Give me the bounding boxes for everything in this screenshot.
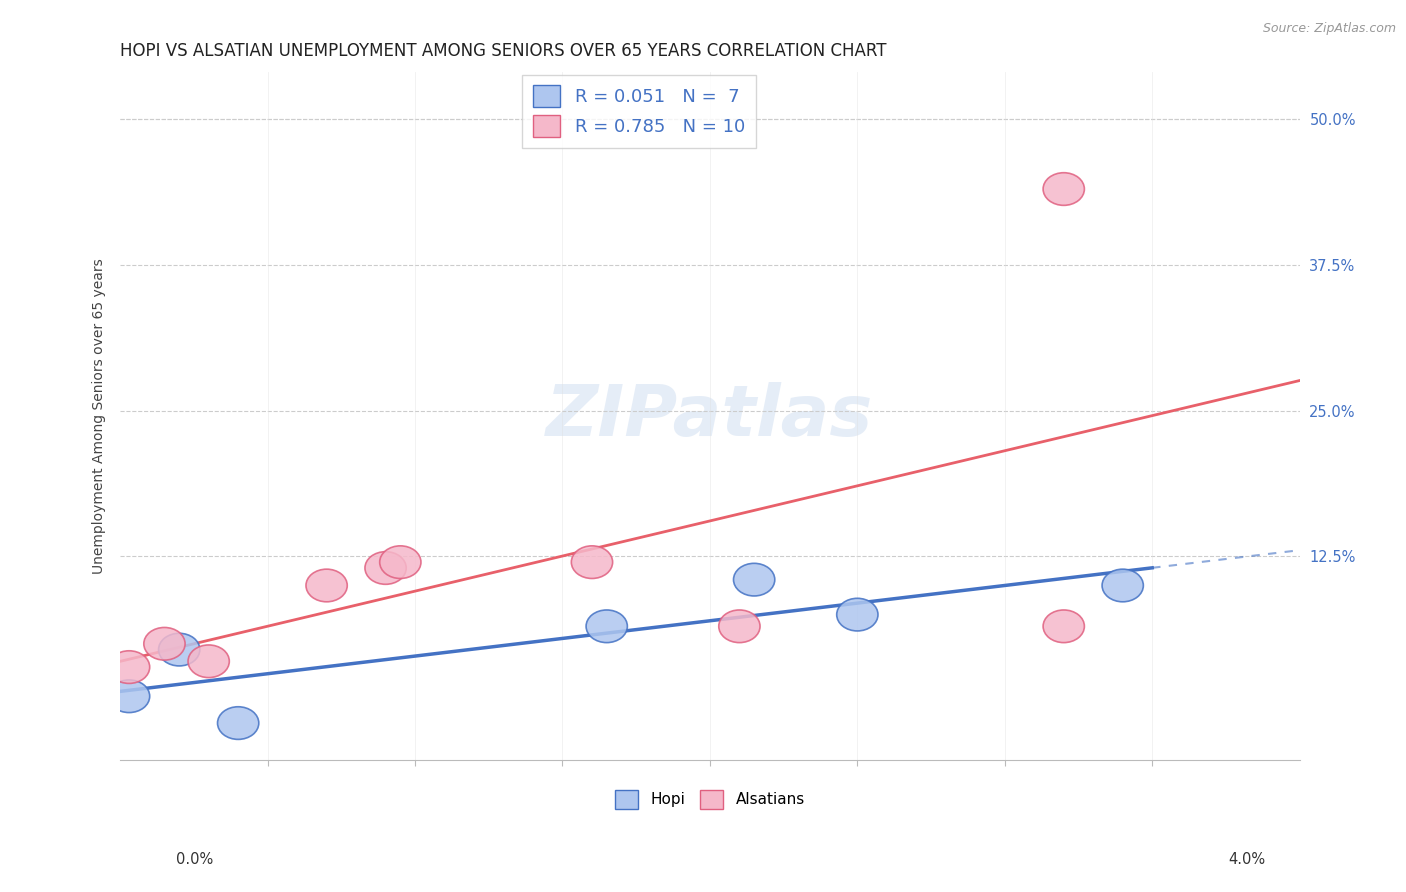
Ellipse shape (586, 610, 627, 642)
Ellipse shape (143, 627, 186, 660)
Ellipse shape (108, 651, 149, 683)
Ellipse shape (218, 706, 259, 739)
Ellipse shape (380, 546, 420, 579)
Ellipse shape (1043, 173, 1084, 205)
Ellipse shape (307, 569, 347, 602)
Legend: Hopi, Alsatians: Hopi, Alsatians (609, 784, 811, 814)
Text: 4.0%: 4.0% (1229, 852, 1265, 867)
Text: HOPI VS ALSATIAN UNEMPLOYMENT AMONG SENIORS OVER 65 YEARS CORRELATION CHART: HOPI VS ALSATIAN UNEMPLOYMENT AMONG SENI… (121, 42, 887, 60)
Ellipse shape (188, 645, 229, 678)
Ellipse shape (108, 680, 149, 713)
Y-axis label: Unemployment Among Seniors over 65 years: Unemployment Among Seniors over 65 years (93, 259, 107, 574)
Ellipse shape (571, 546, 613, 579)
Ellipse shape (366, 551, 406, 584)
Ellipse shape (837, 599, 877, 631)
Ellipse shape (1102, 569, 1143, 602)
Text: 0.0%: 0.0% (176, 852, 212, 867)
Text: Source: ZipAtlas.com: Source: ZipAtlas.com (1263, 22, 1396, 36)
Ellipse shape (734, 564, 775, 596)
Ellipse shape (718, 610, 761, 642)
Text: ZIPatlas: ZIPatlas (547, 382, 873, 450)
Ellipse shape (1043, 610, 1084, 642)
Ellipse shape (159, 633, 200, 666)
